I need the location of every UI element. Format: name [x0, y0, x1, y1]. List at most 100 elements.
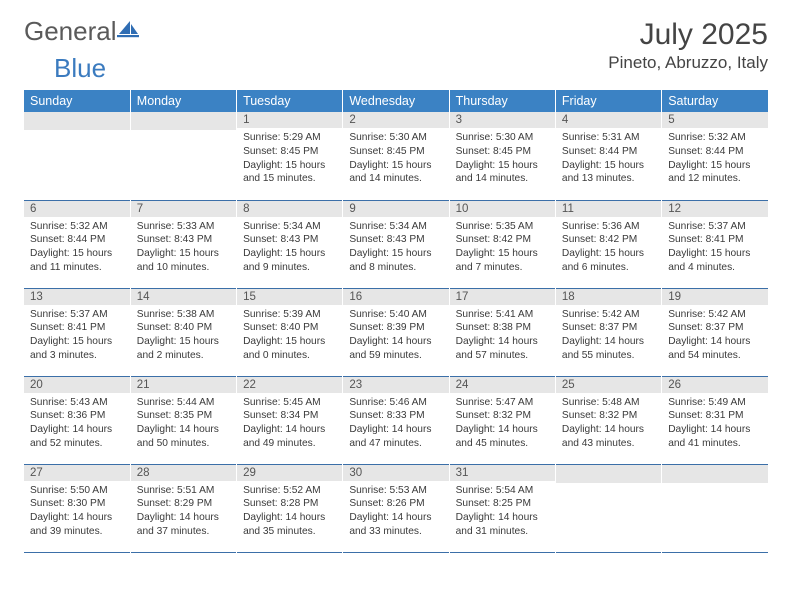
sunrise-line: Sunrise: 5:42 AM — [562, 309, 640, 320]
calendar-week-row: 1Sunrise: 5:29 AMSunset: 8:45 PMDaylight… — [24, 112, 768, 200]
sunrise-line: Sunrise: 5:30 AM — [456, 132, 534, 143]
logo-text-blue: Blue — [54, 53, 106, 83]
calendar-cell: 27Sunrise: 5:50 AMSunset: 8:30 PMDayligh… — [24, 464, 130, 552]
day-number: 19 — [662, 289, 768, 305]
day-body: Sunrise: 5:37 AMSunset: 8:41 PMDaylight:… — [24, 305, 130, 367]
sunrise-line: Sunrise: 5:45 AM — [243, 397, 321, 408]
day-body: Sunrise: 5:29 AMSunset: 8:45 PMDaylight:… — [237, 128, 342, 190]
day-number: 31 — [450, 465, 555, 481]
day-header: Tuesday — [237, 90, 343, 112]
sunrise-line: Sunrise: 5:52 AM — [243, 485, 321, 496]
calendar-cell: 29 Sunrise: 5:52 AM Sunset: 8:28 PM Dayligh… — [237, 464, 343, 552]
day-body: Sunrise: 5:33 AMSunset: 8:43 PMDaylight:… — [131, 217, 236, 279]
daylight-line: Daylight: 15 hours and 14 minutes. — [349, 160, 431, 185]
daylight-line: Daylight: 14 hours and 49 minutes. — [243, 424, 325, 449]
daylight-line: Daylight: 14 hours and 43 minutes. — [562, 424, 644, 449]
daylight-line: Daylight: 14 hours and 35 minutes. — [243, 512, 325, 537]
logo-sail-icon — [117, 20, 139, 38]
calendar-cell: 5Sunrise: 5:32 AMSunset: 8:44 PMDaylight… — [662, 112, 768, 200]
calendar-cell: 15Sunrise: 5:39 AMSunset: 8:40 PMDayligh… — [237, 288, 343, 376]
sunrise-line: Sunrise: 5:49 AM — [668, 397, 746, 408]
day-number: 30 — [343, 465, 448, 481]
sunset-line: Sunset: 8:35 PM — [137, 410, 212, 421]
calendar-cell: 7Sunrise: 5:33 AMSunset: 8:43 PMDaylight… — [130, 200, 236, 288]
calendar-cell: 13Sunrise: 5:37 AMSunset: 8:41 PMDayligh… — [24, 288, 130, 376]
daylight-line: Daylight: 15 hours and 10 minutes. — [137, 248, 219, 273]
sunrise-line: Sunrise: 5:33 AM — [137, 221, 215, 232]
calendar-cell: 24Sunrise: 5:47 AMSunset: 8:32 PMDayligh… — [449, 376, 555, 464]
calendar-week-row: 27Sunrise: 5:50 AMSunset: 8:30 PMDayligh… — [24, 464, 768, 552]
day-number: 21 — [131, 377, 236, 393]
day-number: 14 — [131, 289, 236, 305]
sunset-line: Sunset: 8:36 PM — [30, 410, 105, 421]
calendar-cell: 21Sunrise: 5:44 AMSunset: 8:35 PMDayligh… — [130, 376, 236, 464]
day-number: 11 — [556, 201, 661, 217]
sunrise-line: Sunrise: 5:50 AM — [30, 485, 108, 496]
day-body: Sunrise: 5:39 AMSunset: 8:40 PMDaylight:… — [237, 305, 342, 367]
sunset-line: Sunset: 8:28 PM — [243, 498, 318, 509]
sunset-line: Sunset: 8:42 PM — [562, 234, 637, 245]
day-number: 16 — [343, 289, 448, 305]
calendar-cell: 17Sunrise: 5:41 AMSunset: 8:38 PMDayligh… — [449, 288, 555, 376]
calendar-cell: 18Sunrise: 5:42 AMSunset: 8:37 PMDayligh… — [555, 288, 661, 376]
sunset-line: Sunset: 8:37 PM — [668, 322, 743, 333]
sunrise-line: Sunrise: 5:43 AM — [30, 397, 108, 408]
day-number: 13 — [24, 289, 130, 305]
daylight-line: Daylight: 14 hours and 45 minutes. — [456, 424, 538, 449]
day-body: Sunrise: 5:53 AMSunset: 8:26 PMDaylight:… — [343, 481, 448, 543]
day-number: 23 — [343, 377, 448, 393]
daylight-line: Daylight: 15 hours and 8 minutes. — [349, 248, 431, 273]
calendar-cell: 19 Sunrise: 5:42 AM Sunset: 8:37 PM Dayligh… — [662, 288, 768, 376]
sunset-line: Sunset: 8:43 PM — [349, 234, 424, 245]
sunrise-line: Sunrise: 5:37 AM — [30, 309, 108, 320]
calendar-table: SundayMondayTuesdayWednesdayThursdayFrid… — [24, 90, 768, 553]
sunrise-line: Sunrise: 5:34 AM — [243, 221, 321, 232]
day-number: 20 — [24, 377, 130, 393]
day-body: Sunrise: 5:46 AMSunset: 8:33 PMDaylight:… — [343, 393, 448, 455]
daylight-line: Daylight: 14 hours and 39 minutes. — [30, 512, 112, 537]
daylight-line: Daylight: 14 hours and 31 minutes. — [456, 512, 538, 537]
calendar-cell: 28Sunrise: 5:51 AMSunset: 8:29 PMDayligh… — [130, 464, 236, 552]
calendar-head: SundayMondayTuesdayWednesdayThursdayFrid… — [24, 90, 768, 112]
daylight-line: Daylight: 14 hours and 54 minutes. — [668, 336, 750, 361]
day-body: Sunrise: 5:43 AMSunset: 8:36 PMDaylight:… — [24, 393, 130, 455]
calendar-cell: 23Sunrise: 5:46 AMSunset: 8:33 PMDayligh… — [343, 376, 449, 464]
sunrise-line: Sunrise: 5:46 AM — [349, 397, 427, 408]
sunrise-line: Sunrise: 5:41 AM — [456, 309, 534, 320]
sunrise-line: Sunrise: 5:40 AM — [349, 309, 427, 320]
day-body: Sunrise: 5:30 AMSunset: 8:45 PMDaylight:… — [343, 128, 448, 190]
sunset-line: Sunset: 8:32 PM — [456, 410, 531, 421]
empty-day-num — [24, 112, 130, 130]
day-body: Sunrise: 5:37 AMSunset: 8:41 PMDaylight:… — [662, 217, 768, 279]
calendar-cell: 2Sunrise: 5:30 AMSunset: 8:45 PMDaylight… — [343, 112, 449, 200]
calendar-cell: 12Sunrise: 5:37 AMSunset: 8:41 PMDayligh… — [662, 200, 768, 288]
daylight-line: Daylight: 14 hours and 59 minutes. — [349, 336, 431, 361]
day-body: Sunrise: 5:49 AMSunset: 8:31 PMDaylight:… — [662, 393, 768, 455]
sunset-line: Sunset: 8:43 PM — [243, 234, 318, 245]
daylight-line: Daylight: 14 hours and 50 minutes. — [137, 424, 219, 449]
day-number: 8 — [237, 201, 342, 217]
empty-day-num — [662, 465, 768, 483]
page-container: General July 2025 Pineto, Abruzzo, Italy… — [0, 0, 792, 569]
sunset-line: Sunset: 8:33 PM — [349, 410, 424, 421]
day-number: 17 — [450, 289, 555, 305]
day-number: 3 — [450, 112, 555, 128]
day-number: 24 — [450, 377, 555, 393]
day-number: 29 — [237, 465, 342, 481]
calendar-cell: 4Sunrise: 5:31 AMSunset: 8:44 PMDaylight… — [555, 112, 661, 200]
sunset-line: Sunset: 8:39 PM — [349, 322, 424, 333]
logo-text-general: General — [24, 18, 117, 44]
calendar-week-row: 13Sunrise: 5:37 AMSunset: 8:41 PMDayligh… — [24, 288, 768, 376]
day-body: Sunrise: 5:51 AMSunset: 8:29 PMDaylight:… — [131, 481, 236, 543]
day-body: Sunrise: 5:41 AMSunset: 8:38 PMDaylight:… — [450, 305, 555, 367]
sunset-line: Sunset: 8:44 PM — [562, 146, 637, 157]
sunset-line: Sunset: 8:29 PM — [137, 498, 212, 509]
day-number: 18 — [556, 289, 661, 305]
sunrise-line: Sunrise: 5:31 AM — [562, 132, 640, 143]
calendar-cell — [24, 112, 130, 200]
sunrise-line: Sunrise: 5:42 AM — [668, 309, 746, 320]
day-body: Sunrise: 5:54 AMSunset: 8:25 PMDaylight:… — [450, 481, 555, 543]
calendar-cell — [662, 464, 768, 552]
day-body: Sunrise: 5:52 AM Sunset: 8:28 PM Daylight:… — [237, 481, 342, 543]
calendar-cell: 22Sunrise: 5:45 AMSunset: 8:34 PMDayligh… — [237, 376, 343, 464]
